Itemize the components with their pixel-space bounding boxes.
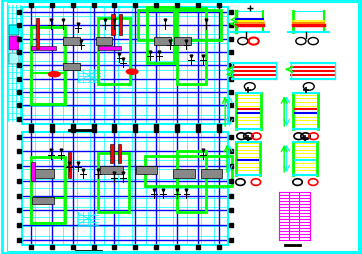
Bar [293,12,324,33]
Bar [236,12,263,33]
Bar [110,145,114,164]
Bar [98,154,129,212]
Ellipse shape [126,70,138,75]
Bar [31,28,65,104]
Bar [31,163,35,182]
Bar [201,170,222,178]
Bar [147,8,174,64]
Ellipse shape [49,72,60,77]
Bar [96,38,112,46]
Bar [111,15,115,36]
Bar [119,15,122,36]
Bar [36,19,39,50]
Bar [22,8,228,124]
Bar [9,25,19,36]
Bar [22,132,228,245]
Bar [136,166,157,174]
Bar [177,9,206,85]
Bar [63,64,80,71]
Bar [98,47,121,51]
Bar [98,19,130,85]
Bar [32,197,54,204]
Bar [9,37,19,51]
Bar [63,38,80,46]
Bar [9,53,19,65]
Bar [173,170,195,178]
Bar [31,157,65,224]
Bar [100,166,123,174]
Bar [31,74,65,104]
Bar [32,170,54,178]
Bar [118,145,121,164]
Bar [31,198,65,224]
Bar [177,151,206,212]
Bar [174,38,191,46]
Bar [145,156,232,187]
Bar [68,152,71,178]
Bar [138,11,221,41]
Bar [154,38,171,46]
Bar [31,47,56,51]
